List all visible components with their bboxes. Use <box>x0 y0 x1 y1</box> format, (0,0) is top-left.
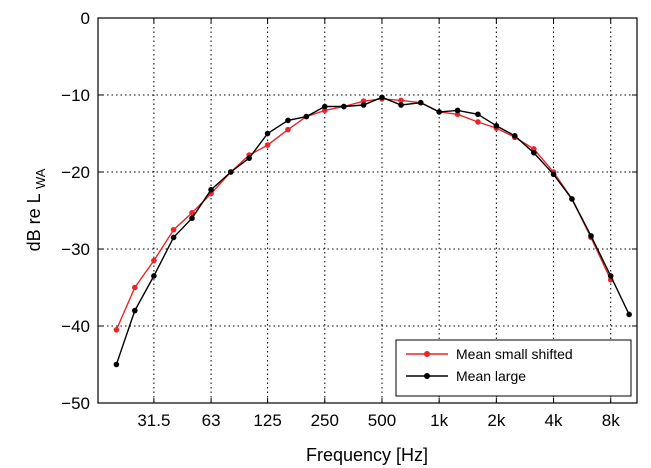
plot-area-frame <box>97 17 638 404</box>
y-axis-label-main: dB re L <box>24 193 44 251</box>
data-point <box>341 103 347 110</box>
data-point <box>285 126 291 133</box>
data-point <box>588 233 594 239</box>
y-axis-label-subscript: WA <box>33 168 48 189</box>
data-point <box>264 130 271 137</box>
legend-label: Mean small shifted <box>456 346 573 362</box>
data-point <box>398 102 404 108</box>
data-point <box>113 327 120 333</box>
y-tick-label: −40 <box>61 317 90 336</box>
data-point <box>436 109 442 115</box>
data-point <box>417 99 424 106</box>
data-point <box>360 102 367 108</box>
data-point <box>454 107 461 114</box>
data-point <box>493 123 500 129</box>
data-point <box>360 98 367 104</box>
data-point <box>189 215 195 221</box>
y-tick-label: −10 <box>61 86 90 105</box>
legend-label: Mean large <box>456 368 526 384</box>
data-point <box>132 284 138 291</box>
x-tick-label: 8k <box>602 411 620 430</box>
data-point <box>264 142 271 148</box>
data-point <box>550 171 557 178</box>
data-point <box>569 196 575 202</box>
data-point <box>321 103 328 110</box>
x-tick-label: 4k <box>545 411 563 430</box>
data-point <box>607 273 614 279</box>
data-point <box>151 257 157 264</box>
data-point <box>170 226 177 233</box>
x-tick-label: 125 <box>253 411 281 430</box>
data-point <box>531 146 537 152</box>
data-point <box>170 234 177 241</box>
x-tick-label: 63 <box>202 411 221 430</box>
y-tick-label: −20 <box>61 163 90 182</box>
data-point <box>151 273 157 279</box>
data-point <box>227 169 234 175</box>
data-point <box>132 307 138 314</box>
x-axis-label: Frequency [Hz] <box>306 445 428 465</box>
x-tick-label: 250 <box>311 411 339 430</box>
legend-swatch-marker <box>424 373 430 379</box>
y-axis-label: dB re L WA <box>24 168 48 251</box>
series-lines <box>113 94 632 368</box>
x-tick-label: 31.5 <box>137 411 170 430</box>
data-point <box>511 133 518 139</box>
data-point <box>285 117 291 124</box>
series-line <box>115 96 630 365</box>
x-tick-label: 500 <box>368 411 396 430</box>
legend: Mean small shifted Mean large <box>395 339 632 397</box>
y-tick-label: 0 <box>81 9 90 28</box>
x-axis-ticks: 31.5 63 125 250 500 1k 2k 4k 8k <box>137 18 620 430</box>
legend-swatch-marker <box>424 351 430 357</box>
data-point <box>398 97 404 104</box>
data-point <box>454 111 461 118</box>
y-axis-ticks: 0 −10 −20 −30 −40 −50 <box>61 9 637 413</box>
grid <box>98 18 637 403</box>
legend-box <box>395 339 632 397</box>
data-point <box>246 155 252 161</box>
data-point <box>531 149 537 156</box>
data-point <box>626 311 632 318</box>
y-tick-label: −50 <box>61 394 90 413</box>
y-tick-label: −30 <box>61 240 90 259</box>
x-tick-label: 1k <box>430 411 448 430</box>
data-point <box>189 210 195 216</box>
data-point <box>113 361 120 368</box>
data-point <box>208 186 214 193</box>
data-point <box>475 119 481 125</box>
x-tick-label: 2k <box>487 411 505 430</box>
data-point <box>475 111 481 118</box>
data-point <box>321 107 328 114</box>
data-point <box>303 113 310 120</box>
data-point <box>379 94 385 101</box>
